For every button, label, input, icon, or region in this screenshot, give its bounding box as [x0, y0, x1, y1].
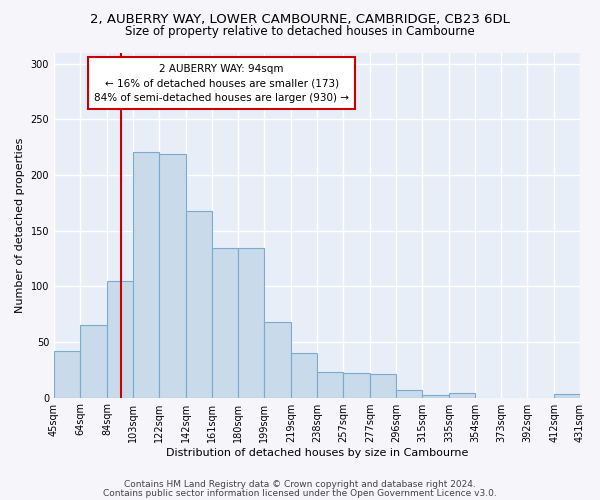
Bar	[133, 152, 159, 398]
Text: 2, AUBERRY WAY, LOWER CAMBOURNE, CAMBRIDGE, CB23 6DL: 2, AUBERRY WAY, LOWER CAMBOURNE, CAMBRID…	[90, 12, 510, 26]
Text: 2 AUBERRY WAY: 94sqm
← 16% of detached houses are smaller (173)
84% of semi-deta: 2 AUBERRY WAY: 94sqm ← 16% of detached h…	[94, 64, 349, 103]
Text: Contains HM Land Registry data © Crown copyright and database right 2024.: Contains HM Land Registry data © Crown c…	[124, 480, 476, 489]
Bar	[554, 394, 580, 398]
Bar	[159, 154, 186, 398]
Bar	[317, 372, 343, 398]
Bar	[370, 374, 396, 398]
Bar	[396, 390, 422, 398]
X-axis label: Distribution of detached houses by size in Cambourne: Distribution of detached houses by size …	[166, 448, 468, 458]
Bar	[238, 248, 264, 398]
Bar	[343, 373, 370, 398]
Bar	[291, 353, 317, 398]
Bar	[54, 351, 80, 398]
Bar	[264, 322, 291, 398]
Text: Size of property relative to detached houses in Cambourne: Size of property relative to detached ho…	[125, 25, 475, 38]
Bar	[212, 248, 238, 398]
Bar	[107, 280, 133, 398]
Text: Contains public sector information licensed under the Open Government Licence v3: Contains public sector information licen…	[103, 488, 497, 498]
Bar	[186, 210, 212, 398]
Y-axis label: Number of detached properties: Number of detached properties	[15, 138, 25, 312]
Bar	[449, 393, 475, 398]
Bar	[422, 396, 449, 398]
Bar	[80, 325, 107, 398]
